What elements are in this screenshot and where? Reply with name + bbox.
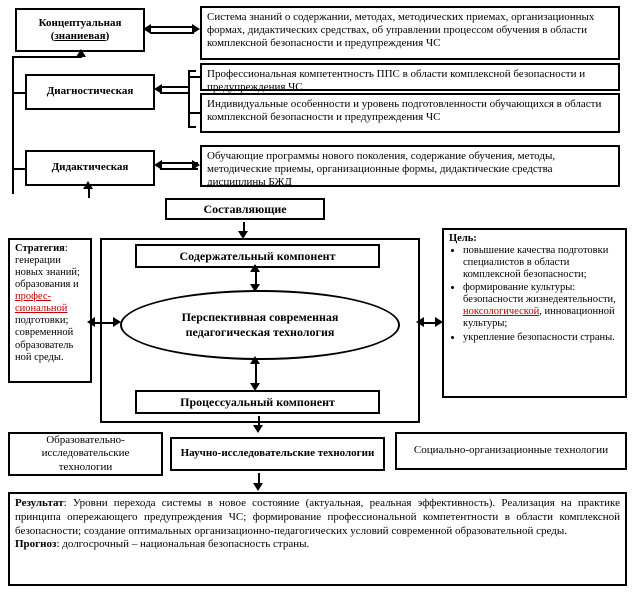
spine-bot — [12, 168, 25, 170]
conn — [150, 26, 194, 28]
conn — [150, 32, 194, 34]
components-title: Составляющие — [165, 198, 325, 220]
arrow — [76, 49, 86, 57]
sci-tech: Научно-исследовательские технологии — [170, 437, 385, 471]
arrow — [250, 264, 260, 272]
arrow — [253, 425, 263, 433]
soc-tech: Социально-организационные технологии — [395, 432, 627, 470]
spine-down — [88, 188, 90, 198]
arrow — [87, 317, 95, 327]
goal-item: укрепление безопасности страны. — [463, 332, 620, 344]
strategy-text: Стратегия: генерации новых знаний; образ… — [15, 243, 80, 363]
arrow — [250, 383, 260, 391]
diagnostic-desc2: Индивидуальные особенности и уровень под… — [200, 93, 620, 133]
edu-tech: Образовательно-исследовательские техноло… — [8, 432, 163, 476]
conceptual-desc: Система знаний о содержании, методах, ме… — [200, 6, 620, 60]
goal-list: повышение качества подготовки специалист… — [449, 245, 620, 344]
spine — [12, 56, 14, 194]
arrow — [250, 284, 260, 292]
arrow — [192, 160, 200, 170]
didactic-desc: Обучающие программы нового поколения, со… — [200, 145, 620, 187]
prognosis-text: Прогноз: долгосрочный – национальная без… — [15, 538, 620, 552]
goal-title: Цель: — [449, 233, 477, 244]
arrow — [192, 24, 200, 34]
conn — [190, 76, 200, 78]
arrow — [154, 84, 162, 94]
conn — [160, 92, 188, 94]
arrow — [113, 317, 121, 327]
tech-ellipse: Перспективная современная педагогическая… — [120, 290, 400, 360]
arrow — [416, 317, 424, 327]
conn — [190, 112, 200, 114]
goal-item: повышение качества подготовки специалист… — [463, 245, 620, 281]
conceptual-line1: Концептуальная — [39, 17, 122, 30]
goal-box: Цель: повышение качества подготовки спец… — [442, 228, 627, 398]
arrow — [154, 160, 162, 170]
arrow — [250, 356, 260, 364]
spine-mid — [12, 92, 25, 94]
strategy-box: Стратегия: генерации новых знаний; образ… — [8, 238, 92, 383]
conn — [160, 86, 188, 88]
diagnostic-desc1: Профессиональная компетентность ППС в об… — [200, 63, 620, 91]
result-box: Результат: Уровни перехода системы в нов… — [8, 492, 627, 586]
bracket — [188, 70, 190, 128]
arrow — [253, 483, 263, 491]
conceptual-label: Концептуальная (знаниевая) — [15, 8, 145, 52]
arrow — [143, 24, 151, 34]
process-component: Процессуальный компонент — [135, 390, 380, 414]
conceptual-line2: (знаниевая) — [51, 30, 110, 43]
arrow — [83, 181, 93, 189]
spine-top — [12, 56, 82, 58]
diagnostic-label: Диагностическая — [25, 74, 155, 110]
arrow — [435, 317, 443, 327]
result-text: Результат: Уровни перехода системы в нов… — [15, 497, 620, 538]
goal-item: формирование культуры: безопасности жизн… — [463, 282, 620, 330]
